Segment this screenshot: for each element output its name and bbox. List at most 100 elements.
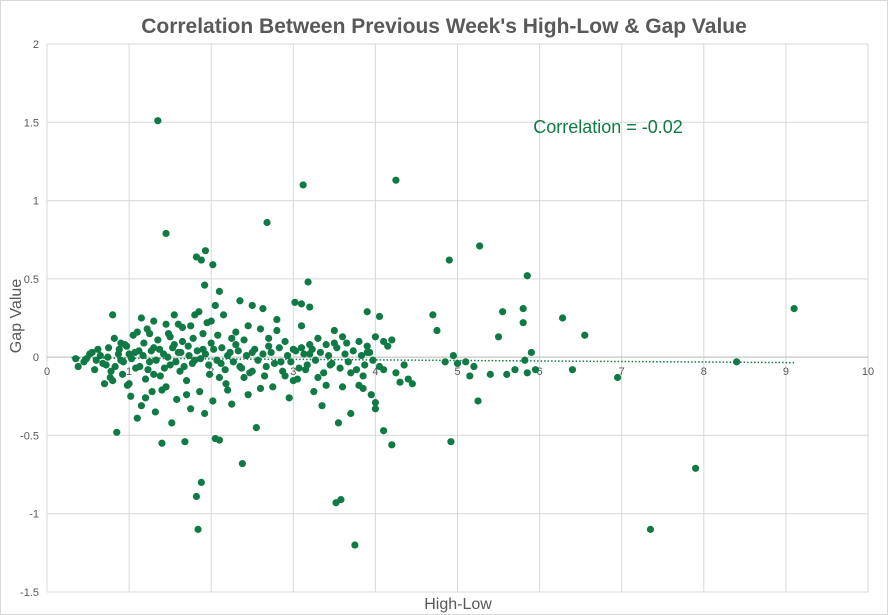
- x-tick-label: 0: [44, 366, 50, 378]
- data-point: [215, 287, 224, 295]
- data-point: [262, 362, 270, 371]
- data-point: [160, 364, 169, 372]
- data-point: [361, 361, 369, 369]
- data-point: [297, 300, 306, 308]
- data-point: [259, 305, 267, 313]
- data-point: [133, 328, 141, 336]
- data-point: [74, 362, 82, 371]
- x-tick-label: 3: [290, 366, 296, 378]
- data-point: [265, 334, 273, 342]
- data-point: [349, 347, 357, 355]
- data-point: [221, 366, 229, 374]
- x-axis: 012345678910: [44, 356, 874, 378]
- data-point: [325, 351, 333, 360]
- data-point: [193, 347, 201, 355]
- x-tick-label: 4: [372, 366, 378, 378]
- data-point: [470, 362, 478, 371]
- data-point: [366, 348, 374, 357]
- data-point: [240, 336, 248, 344]
- y-tick-label: -1.5: [20, 587, 39, 599]
- data-point: [343, 339, 351, 347]
- data-point: [86, 350, 94, 358]
- data-point: [150, 317, 158, 325]
- data-point: [146, 358, 154, 366]
- data-point: [178, 337, 187, 346]
- data-point: [215, 436, 224, 444]
- data-point: [195, 308, 203, 316]
- data-point: [72, 355, 80, 363]
- data-point: [341, 350, 349, 358]
- data-point: [380, 337, 388, 346]
- data-point: [297, 322, 306, 330]
- data-point: [447, 438, 455, 446]
- data-point: [240, 373, 248, 382]
- data-point: [338, 383, 347, 391]
- data-point: [252, 424, 260, 432]
- data-point: [207, 339, 215, 347]
- data-point: [275, 344, 283, 352]
- data-point: [137, 314, 146, 322]
- data-point: [322, 381, 330, 389]
- data-point: [359, 384, 367, 393]
- data-point: [248, 367, 256, 375]
- data-point: [269, 383, 277, 391]
- data-point: [228, 334, 236, 342]
- data-point: [176, 367, 184, 375]
- data-point: [351, 541, 359, 549]
- data-point: [107, 367, 115, 375]
- data-point: [111, 362, 119, 371]
- data-point: [306, 341, 314, 349]
- data-point: [189, 334, 197, 342]
- x-tick-label: 8: [701, 366, 707, 378]
- data-point: [292, 347, 300, 355]
- gridlines: [46, 43, 869, 593]
- data-point: [466, 372, 474, 380]
- x-tick-label: 6: [537, 366, 543, 378]
- data-point: [303, 361, 311, 369]
- data-point: [215, 373, 224, 382]
- data-point: [400, 361, 408, 369]
- data-point: [396, 378, 404, 386]
- data-point: [314, 373, 322, 382]
- x-tick-label: 10: [862, 366, 874, 378]
- data-point: [139, 351, 147, 360]
- data-point: [316, 348, 324, 357]
- data-point: [99, 359, 107, 368]
- y-tick-label: 1: [33, 196, 39, 208]
- correlation-annotation: Correlation = -0.02: [533, 117, 683, 137]
- data-point: [210, 345, 218, 353]
- data-point: [613, 373, 622, 382]
- data-point: [219, 311, 228, 319]
- y-axis-title: Gap Value: [8, 279, 25, 354]
- data-point: [196, 355, 205, 363]
- data-point: [222, 380, 230, 388]
- data-point: [338, 333, 347, 341]
- data-point: [110, 334, 118, 342]
- data-point: [344, 358, 352, 366]
- data-point: [201, 409, 209, 418]
- data-point: [155, 345, 164, 353]
- data-point: [371, 333, 379, 341]
- data-point: [182, 391, 191, 399]
- data-point: [474, 397, 482, 405]
- data-point: [96, 351, 104, 360]
- data-point: [197, 478, 205, 486]
- data-point: [187, 322, 195, 330]
- data-point: [320, 369, 328, 377]
- data-point: [237, 364, 246, 372]
- data-point: [581, 331, 589, 339]
- data-point: [125, 380, 133, 388]
- data-point: [392, 176, 400, 184]
- x-tick-label: 7: [619, 366, 625, 378]
- data-point: [218, 344, 226, 352]
- x-axis-title: High-Low: [424, 596, 492, 613]
- data-point: [357, 351, 366, 360]
- data-point: [254, 356, 262, 364]
- data-point: [259, 350, 267, 358]
- data-point: [137, 402, 146, 410]
- data-point: [131, 348, 139, 357]
- data-point: [441, 358, 449, 366]
- data-point: [392, 369, 400, 377]
- data-point: [194, 525, 202, 533]
